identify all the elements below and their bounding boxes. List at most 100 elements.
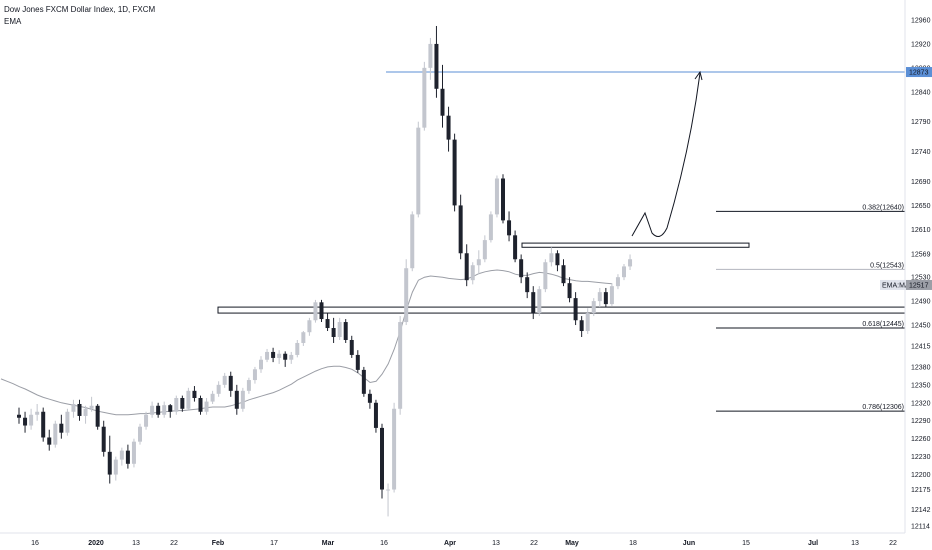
candle-body <box>361 369 366 394</box>
candle-body <box>392 408 397 490</box>
candle-body <box>609 286 614 305</box>
current-price-marker <box>906 67 932 78</box>
candles-layer <box>17 25 633 517</box>
time-tick-label: 13 <box>492 540 500 547</box>
candle-body <box>95 405 100 427</box>
candle-body <box>458 205 463 254</box>
candle-body <box>470 265 475 281</box>
price-tick-label: 12290 <box>911 418 931 425</box>
candle-body <box>482 240 487 260</box>
time-tick-label: 13 <box>132 540 140 547</box>
price-tick-label: 12320 <box>911 400 931 407</box>
price-tick-label: 12175 <box>911 487 931 494</box>
candle-body <box>398 322 403 409</box>
candle-body <box>295 342 300 355</box>
time-tick-label: Mar <box>322 540 335 547</box>
candle-body <box>573 298 578 321</box>
price-tick-label: 12350 <box>911 382 931 389</box>
time-tick-label: Jun <box>683 540 695 547</box>
candle-body <box>35 411 40 415</box>
time-tick-label: 16 <box>31 540 39 547</box>
candle-body <box>17 414 21 418</box>
time-tick-label: 22 <box>170 540 178 547</box>
price-tick-label: 12960 <box>911 18 931 25</box>
candle-body <box>204 401 209 412</box>
candle-body <box>89 405 94 409</box>
candle-body <box>180 398 185 409</box>
candle-body <box>464 253 469 281</box>
candle-body <box>307 320 312 333</box>
time-tick-label: 13 <box>851 540 859 547</box>
candle-body <box>331 328 336 337</box>
indicator-label: EMA <box>4 17 22 26</box>
time-axis[interactable]: 16 2020 13 22 Feb 17 Mar 16 Apr 13 22 May 18 Jun 15 Jul… <box>0 532 905 547</box>
candle-body <box>567 283 572 299</box>
candle-body <box>501 178 505 221</box>
price-tick-label: 12142 <box>911 507 931 514</box>
candle-body <box>186 390 191 409</box>
ema-label: EMA:MA <box>882 282 910 289</box>
candle-body <box>446 115 451 140</box>
candle-body <box>410 214 415 269</box>
candle-body <box>349 339 354 355</box>
candle-body <box>555 253 560 266</box>
time-tick-label: Feb <box>212 540 224 547</box>
candle-body <box>337 322 342 337</box>
candle-body <box>507 220 512 236</box>
candle-body <box>246 380 251 391</box>
candle-body <box>156 405 161 415</box>
candle-body <box>416 127 421 215</box>
price-tick-label: 12840 <box>911 89 931 96</box>
candle-body <box>77 403 82 416</box>
candle-body <box>476 259 481 266</box>
price-tick-label: 12114 <box>911 524 930 531</box>
candle-body <box>531 292 536 314</box>
ema-value-marker <box>906 279 932 290</box>
projection-arrowhead <box>694 70 703 81</box>
price-tick-label: 12530 <box>911 275 931 282</box>
candle-body <box>343 322 348 340</box>
candle-body <box>289 354 294 360</box>
fib-label: 0.5(12543) <box>870 262 904 269</box>
candle-body <box>259 359 263 370</box>
candle-body <box>440 88 445 116</box>
candle-body <box>428 43 433 68</box>
candle-body <box>434 43 439 89</box>
time-tick-label: Jul <box>808 540 818 547</box>
candle-body <box>537 289 542 314</box>
time-tick-label: 16 <box>380 540 388 547</box>
candle-body <box>198 398 203 412</box>
time-tick-label: 18 <box>629 540 637 547</box>
candle-body <box>222 375 227 385</box>
candle-body <box>591 301 596 314</box>
fib-label: 0.382(12640) <box>862 204 904 211</box>
price-axis[interactable]: 1296012920128801284012790127401269012650… <box>880 0 932 533</box>
candle-body <box>119 450 124 460</box>
candle-body <box>240 390 245 409</box>
candle-body <box>71 403 76 412</box>
time-tick-label: 17 <box>270 540 278 547</box>
candle-body <box>603 292 608 305</box>
candle-body <box>622 266 626 278</box>
price-tick-label: 12569 <box>911 251 931 258</box>
candle-body <box>265 351 270 360</box>
price-tick-label: 12380 <box>911 364 931 371</box>
price-tick-label: 12490 <box>911 299 931 306</box>
time-tick-label: 22 <box>889 540 897 547</box>
candle-body <box>107 451 112 475</box>
candle-body <box>301 332 306 343</box>
ema-label-badge <box>880 279 906 290</box>
candle-body <box>319 302 324 320</box>
candle-body <box>113 459 118 475</box>
time-tick-label: 2020 <box>88 540 104 547</box>
resistance-zone <box>521 242 750 248</box>
price-tick-label: 12230 <box>911 454 931 461</box>
candle-body <box>174 398 179 412</box>
candle-body <box>373 402 378 428</box>
candle-body <box>228 375 233 391</box>
candle-body <box>216 384 221 394</box>
fib-label: 0.786(12306) <box>862 404 904 411</box>
fib-layer: 0.382(12640) 0.5(12543) 0.618(12445) 0.786(… <box>716 204 905 412</box>
candle-body <box>138 426 142 442</box>
